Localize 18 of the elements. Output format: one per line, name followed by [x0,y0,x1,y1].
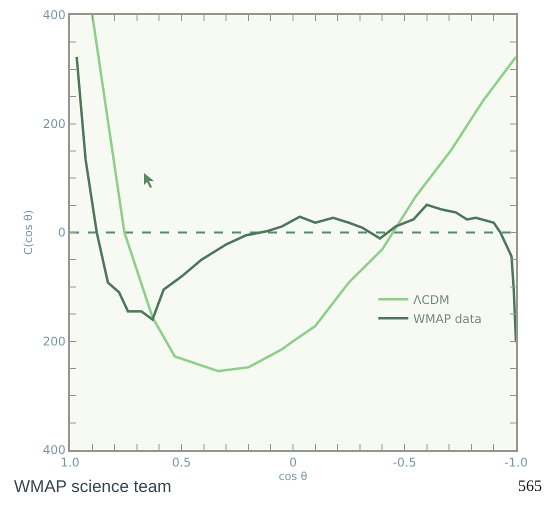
line-series [91,15,516,372]
y-tick-label: 400 [42,443,66,458]
x-tick-label: 0.5 [172,455,192,470]
y-tick-label: 200 [42,334,66,348]
x-tick-label: 0 [289,455,297,470]
x-tick-label: 1.0 [60,455,80,470]
legend-label: WMAP data [413,312,482,326]
x-axis-title: cos θ [278,470,308,484]
y-tick-label: 200 [42,116,66,131]
x-tick-label: -0.5 [392,455,416,470]
y-tick-label: 0 [58,226,66,240]
line-series [75,56,516,344]
text: 565 [518,478,542,495]
x-tick-label: -1.0 [504,455,528,470]
y-axis-title: C(cos θ) [22,210,35,255]
legend-label: ΛCDM [413,292,450,307]
y-tick-label: 400 [42,8,66,22]
text: WMAP science team [14,477,172,496]
